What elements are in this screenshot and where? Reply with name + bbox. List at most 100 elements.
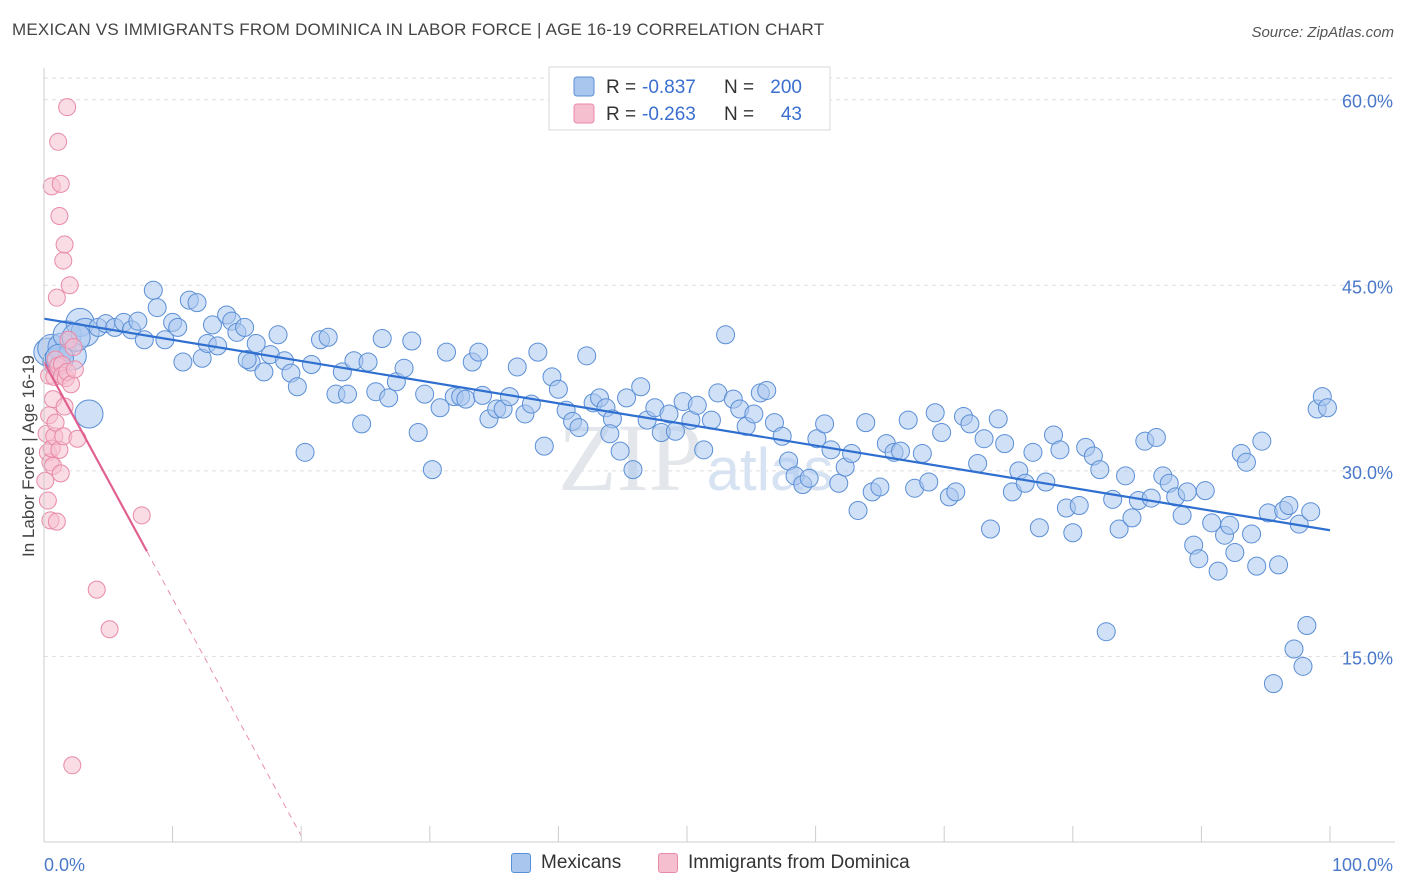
point-mexicans [716,325,736,345]
point-mexicans [402,331,422,351]
point-mexicans [528,342,548,362]
point-mexicans [932,423,952,443]
point-mexicans [925,403,945,423]
point-mexicans [1050,440,1070,460]
legend-box: R = -0.837 N = 200 R = -0.263 N = 43 [548,66,831,131]
point-mexicans [235,317,255,337]
point-mexicans [988,409,1008,429]
point-mexicans [469,342,489,362]
legend-n-label-1: N = [724,77,754,98]
point-mexicans [946,482,966,502]
bottom-legend: Mexicans Immigrants from Dominica [0,846,1406,882]
point-mexicans [694,440,714,460]
point-mexicans [1225,543,1245,563]
point-mexicans [799,468,819,488]
point-mexicans [254,362,274,382]
point-mexicans [548,379,568,399]
point-mexicans [1297,616,1317,636]
point-mexicans [631,377,651,397]
legend-r-label-1: R = [606,77,636,98]
trend-line-dominica [43,361,148,552]
trend-line-dominica-extension [146,551,302,837]
point-mexicans [1195,481,1215,501]
point-dominica [54,251,73,270]
bottom-legend-mexicans: Mexicans [511,852,621,874]
point-mexicans [757,380,777,400]
point-mexicans [974,429,994,449]
point-mexicans [610,441,630,461]
trend-line-mexicans [43,317,1331,532]
point-mexicans [1029,518,1049,538]
trend-lines [43,317,1331,837]
legend-n-value-1: 200 [770,77,802,98]
point-mexicans [1116,466,1136,486]
point-mexicans [1220,515,1240,535]
point-mexicans [1208,561,1228,581]
point-mexicans [1090,460,1110,480]
point-mexicans [1096,622,1116,642]
point-mexicans [1263,674,1283,694]
point-mexicans [1069,496,1089,516]
legend-swatch-dominica [573,103,595,124]
point-mexicans [890,441,910,461]
point-mexicans [1023,442,1043,462]
point-mexicans [623,460,643,480]
legend-r-value-1: -0.837 [642,77,696,98]
point-dominica [50,207,69,226]
point-mexicans [408,423,428,443]
point-mexicans [295,442,315,462]
point-mexicans [1146,427,1166,447]
point-mexicans [807,429,827,449]
point-mexicans [1109,519,1129,539]
point-mexicans [870,477,890,497]
point-mexicans [534,436,554,456]
point-mexicans [415,384,435,404]
point-dominica [51,174,70,193]
bottom-legend-swatch-dominica [658,853,678,873]
point-mexicans [128,311,148,331]
point-mexicans [147,298,167,318]
point-mexicans [1252,431,1272,451]
point-mexicans [960,414,980,434]
chart-title: MEXICAN VS IMMIGRANTS FROM DOMINICA IN L… [12,20,825,39]
y-tick-label: 30.0% [1342,463,1393,483]
point-dominica [51,464,70,483]
y-tick-label: 45.0% [1342,277,1393,297]
point-dominica [36,471,55,490]
point-mexicans [379,388,399,408]
point-mexicans [187,293,207,313]
point-mexicans [772,426,792,446]
point-dominica [55,235,74,254]
bottom-legend-label-mexicans: Mexicans [541,852,622,873]
bottom-legend-label-dominica: Immigrants from Dominica [688,852,910,873]
point-mexicans [995,434,1015,454]
chart-source: Source: ZipAtlas.com [1251,24,1394,41]
point-mexicans [912,444,932,464]
y-tick-label: 15.0% [1342,648,1393,668]
point-mexicans [1317,398,1337,418]
x-tick-label: 0.0% [44,855,85,875]
point-dominica [47,288,66,307]
y-axis-title: In Labor Force | Age 16-19 [19,355,38,557]
point-dominica [38,491,57,510]
point-mexicans [617,388,637,408]
point-dominica [60,276,79,295]
point-mexicans [1141,488,1161,508]
y-tick-labels: 15.0% 30.0% 45.0% 60.0% [1342,92,1393,669]
point-mexicans [1172,505,1192,525]
point-dominica [63,756,82,775]
point-dominica [47,512,66,531]
x-tick-labels: 0.0% 100.0% [44,855,1393,875]
point-mexicans [898,410,918,430]
point-dominica [58,98,77,117]
point-mexicans [456,389,476,409]
point-mexicans [577,346,597,366]
point-mexicans [1242,524,1262,544]
point-dominica [65,360,84,379]
point-mexicans [430,398,450,418]
point-dominica [64,338,83,357]
point-mexicans [1189,549,1209,569]
point-dominica [46,413,65,432]
point-mexicans [318,327,338,347]
legend-swatch-mexicans [573,76,595,97]
